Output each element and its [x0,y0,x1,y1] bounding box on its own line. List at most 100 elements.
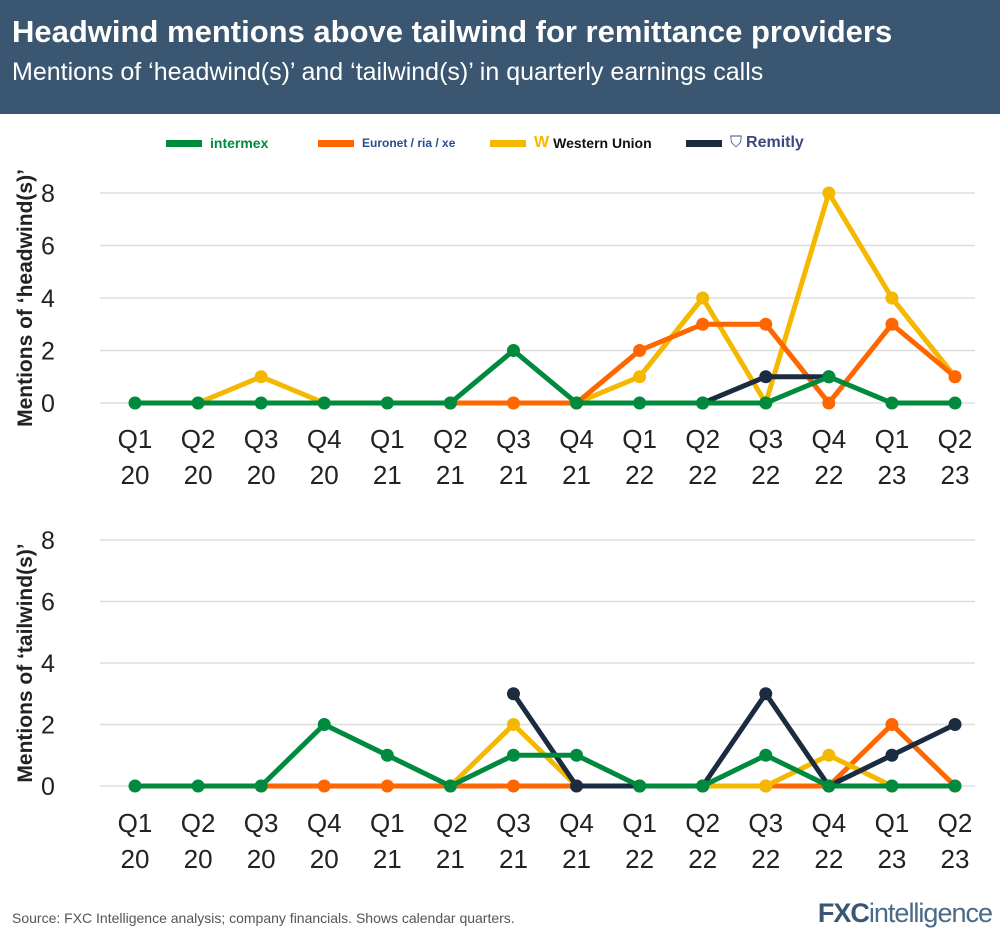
x-tick-label: Q4 [812,424,847,454]
x-tick-label: 20 [184,844,213,874]
y-axis-label: Mentions of ‘tailwind(s)’ [14,543,37,782]
data-point [317,396,331,410]
x-tick-label: Q4 [812,808,847,838]
chart-title: Headwind mentions above tailwind for rem… [12,14,893,49]
data-point [191,396,205,410]
y-tick-label: 4 [41,650,55,678]
data-point [633,779,647,793]
data-point [696,396,710,410]
x-tick-label: 22 [625,460,654,490]
x-tick-label: Q2 [181,808,216,838]
data-point [759,748,773,762]
x-tick-label: Q3 [244,808,279,838]
data-point [570,779,584,793]
x-tick-label: Q1 [118,424,153,454]
data-point [506,396,520,410]
data-point [885,718,899,731]
data-point [885,291,899,305]
x-tick-label: Q2 [938,424,973,454]
x-tick-label: 23 [877,844,906,874]
data-point [254,370,268,384]
data-point [254,779,268,793]
legend-item-remitly: ⛉ Remitly [686,128,804,158]
x-tick-label: 20 [184,460,213,490]
legend-label: Remitly [746,134,804,151]
x-tick-label: 21 [562,460,591,490]
fxc-logo: FXCintelligence [817,898,993,928]
data-point [948,396,962,410]
data-point [380,779,394,793]
data-point [443,396,457,410]
y-tick-label: 4 [41,285,55,313]
x-tick-label: Q3 [748,424,783,454]
series-euronet-ria-xe [254,718,962,793]
legend-item-euronet: Euronet / ria / xe [318,128,455,158]
data-point [759,370,773,384]
data-point [822,370,836,384]
data-point [317,718,331,731]
x-tick-label: Q4 [559,808,594,838]
x-tick-label: 22 [751,460,780,490]
y-tick-label: 0 [41,773,55,801]
data-point [759,317,773,331]
y-tick-label: 6 [41,233,55,261]
source-note: Source: FXC Intelligence analysis; compa… [12,910,515,926]
data-point [443,779,457,793]
y-tick-label: 2 [41,338,55,366]
legend-item-intermex: intermex [166,128,268,158]
x-tick-label: Q3 [496,424,531,454]
x-tick-label: Q2 [685,424,720,454]
western-union-logo-icon: W [534,134,550,151]
series-line [135,722,955,789]
x-tick-label: 20 [310,844,339,874]
x-tick-label: 21 [499,844,528,874]
y-tick-label: 6 [41,589,55,617]
legend-label: Euronet / ria / xe [362,136,456,150]
x-tick-label: Q3 [244,424,279,454]
data-point [822,748,836,762]
x-tick-label: Q4 [307,424,342,454]
x-tick-label: 22 [688,844,717,874]
x-tick-label: 22 [814,844,843,874]
x-tick-label: Q2 [938,808,973,838]
data-point [633,344,647,357]
data-point [128,396,142,410]
data-point [380,396,394,410]
data-point [696,317,710,331]
data-point [885,779,899,793]
x-tick-label: 22 [688,460,717,490]
data-point [317,779,331,793]
data-point [822,396,836,410]
x-tick-label: 21 [373,460,402,490]
y-tick-label: 8 [41,180,55,208]
x-tick-label: 20 [247,844,276,874]
x-tick-label: 22 [751,844,780,874]
x-tick-label: 21 [436,460,465,490]
x-tick-label: Q2 [433,424,468,454]
x-tick-label: Q3 [496,808,531,838]
data-point [506,344,520,357]
x-tick-label: 21 [499,460,528,490]
legend-label: intermex [210,135,269,151]
data-point [633,370,647,384]
x-tick-label: Q2 [685,808,720,838]
remitly-logo-icon: ⛉ [730,134,743,151]
series-intermex [128,344,962,410]
data-point [191,779,205,793]
data-point [822,779,836,793]
chart-subtitle: Mentions of ‘headwind(s)’ and ‘tailwind(… [12,58,764,86]
data-point [128,779,142,793]
data-point [885,396,899,410]
data-point [948,370,962,384]
data-point [380,748,394,762]
x-tick-label: Q1 [370,808,405,838]
y-tick-label: 2 [41,712,55,740]
y-axis-label: Mentions of ‘headwind(s)’ [14,169,37,427]
legend: intermex Euronet / ria / xe W Western Uni… [0,128,1000,158]
x-tick-label: 20 [310,460,339,490]
data-point [759,687,773,701]
x-tick-label: 20 [121,460,150,490]
legend-label: Western Union [553,135,652,151]
